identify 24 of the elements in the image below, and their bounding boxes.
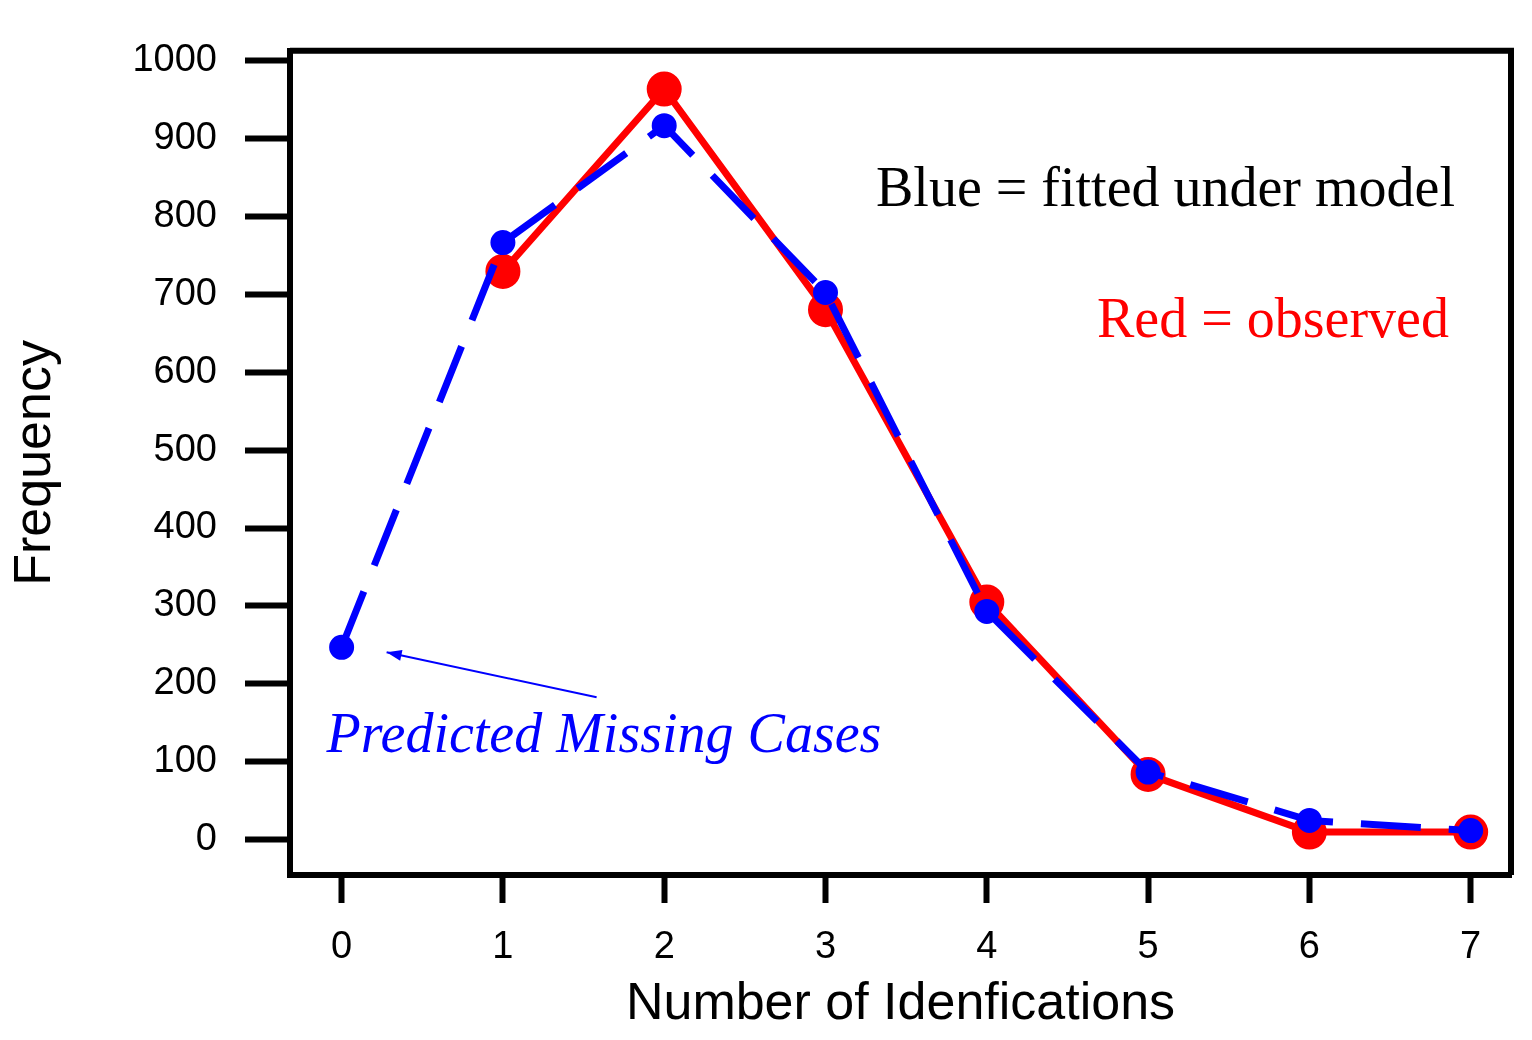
y-tick-label: 600 — [153, 348, 217, 391]
y-tick-label: 200 — [153, 660, 217, 703]
y-tick-label: 0 — [195, 816, 217, 859]
x-axis-title: Number of Idenfications — [625, 972, 1176, 1031]
y-tick-label: 400 — [153, 504, 217, 547]
y-tick-label: 700 — [153, 270, 217, 313]
x-tick-label: 0 — [331, 924, 353, 967]
x-tick-label: 5 — [1137, 924, 1159, 967]
x-tick-label: 4 — [976, 924, 998, 967]
y-tick-label: 900 — [153, 114, 217, 157]
x-tick-label: 3 — [814, 924, 837, 967]
y-axis-title: Frequency — [2, 340, 61, 586]
y-tick-label: 100 — [153, 738, 217, 781]
y-tick-label: 800 — [153, 192, 217, 235]
annotation: Predicted Missing Cases — [325, 702, 882, 765]
y-tick-label: 300 — [153, 582, 217, 625]
y-tick-label: 500 — [153, 426, 217, 469]
x-tick-label: 2 — [653, 924, 675, 967]
y-tick-label: 1000 — [132, 36, 217, 79]
x-tick-label: 1 — [492, 924, 514, 967]
annotation: Red = observed — [1096, 287, 1449, 350]
annotation: Blue = fitted under model — [875, 155, 1456, 218]
x-tick-label: 7 — [1460, 924, 1482, 967]
x-tick-label: 6 — [1298, 924, 1320, 967]
